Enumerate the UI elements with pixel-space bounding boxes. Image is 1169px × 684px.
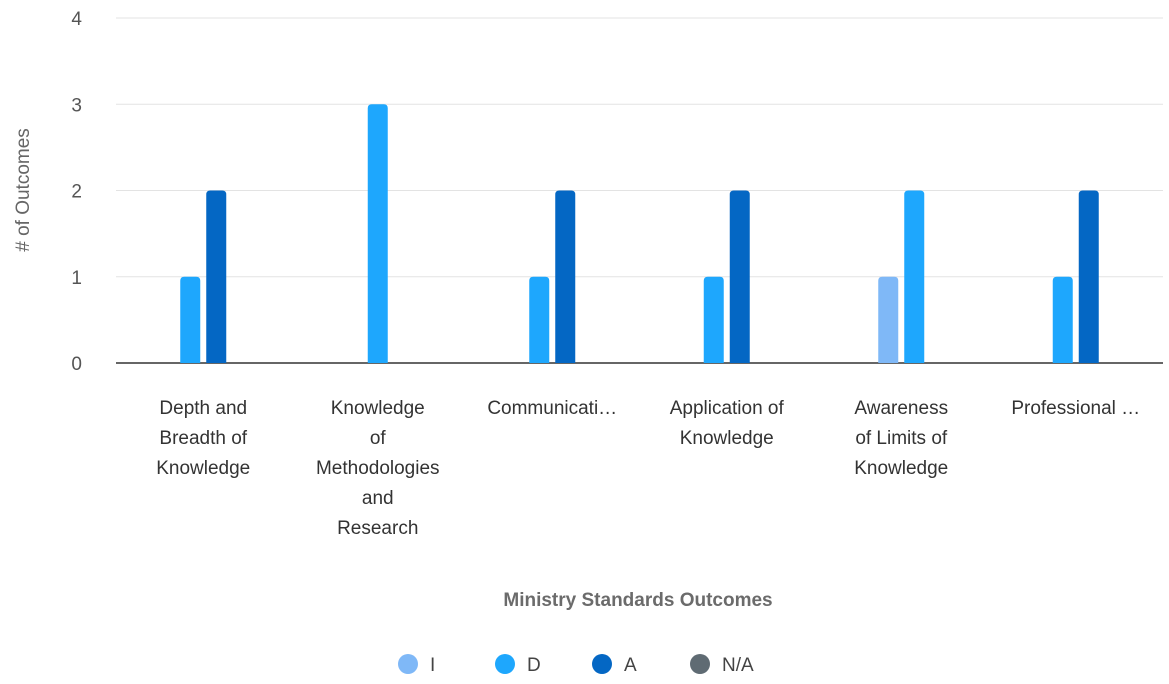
y-axis-title: # of Outcomes [13,128,34,252]
x-category-label-line: Depth and [159,398,247,419]
legend-swatch-d[interactable] [495,654,515,674]
y-tick-labels: 0 1 2 3 4 [71,9,82,375]
x-category-label-line: Knowledge [156,458,250,479]
y-tick-label: 3 [71,95,82,116]
bars [180,104,1099,363]
x-category-label: Application of Knowledge [670,398,785,449]
legend-label[interactable]: I [430,655,435,676]
gridlines [116,17,1163,364]
bar-a-3[interactable] [555,190,576,364]
bar-i-5[interactable] [878,276,899,363]
legend-label[interactable]: A [624,655,637,676]
bar-a-1[interactable] [206,190,227,364]
legend-label[interactable]: D [527,655,541,676]
x-category-labels: Depth and Breadth of Knowledge Knowledge of M… [156,398,1140,539]
x-category-label-line: Application of [670,398,785,419]
bar-d-2[interactable] [367,104,388,363]
legend-swatch-a[interactable] [592,654,612,674]
bar-d-1[interactable] [180,276,201,363]
legend: I D A N/A [398,654,754,676]
x-category-label-line: of Limits of [855,428,948,449]
legend-swatch-n-a[interactable] [690,654,710,674]
x-category-label: Professional … [1011,398,1140,419]
x-category-label-line: of [370,428,387,449]
legend-swatch-i[interactable] [398,654,418,674]
x-category-label-line: Communicati… [487,398,617,419]
bar-d-6[interactable] [1052,276,1073,363]
bar-a-4[interactable] [729,190,750,364]
bar-d-4[interactable] [703,276,724,363]
x-category-label: Awareness of Limits of Knowledge [854,398,948,479]
y-tick-label: 4 [71,9,82,30]
bar-d-3[interactable] [529,276,550,363]
y-tick-label: 0 [71,354,82,375]
x-category-label-line: Methodologies [316,458,440,479]
legend-label[interactable]: N/A [722,655,754,676]
y-tick-label: 1 [71,268,82,289]
x-category-label-line: Knowledge [854,458,948,479]
x-category-label: Communicati… [487,398,617,419]
x-category-label-line: Professional … [1011,398,1140,419]
x-category-label-line: Research [337,518,418,539]
bar-d-5[interactable] [904,190,925,364]
y-tick-label: 2 [71,182,82,203]
x-category-label: Knowledge of Methodologies and Research [316,398,440,539]
x-category-label-line: Awareness [854,398,948,419]
x-category-label-line: and [362,488,394,509]
bar-a-6[interactable] [1078,190,1099,364]
x-category-label-line: Knowledge [680,428,774,449]
x-category-label-line: Breadth of [159,428,247,449]
x-category-label: Depth and Breadth of Knowledge [156,398,250,479]
x-category-label-line: Knowledge [331,398,425,419]
x-axis-title: Ministry Standards Outcomes [503,590,772,611]
